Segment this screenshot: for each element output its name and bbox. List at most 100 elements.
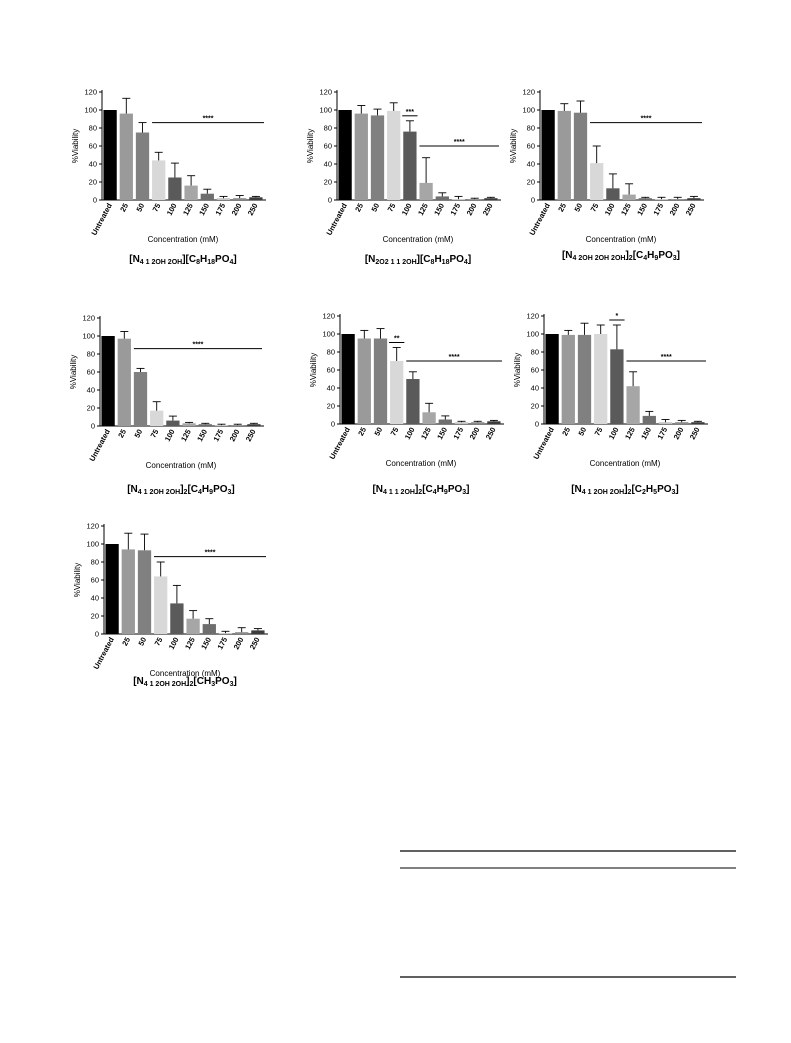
c7-bar-100 <box>170 603 184 634</box>
c1-caption-part-6: 18 <box>207 259 216 266</box>
c1-x-tick-label-75: 75 <box>151 202 163 214</box>
c2-y-tick-label-100: 100 <box>319 106 332 115</box>
c5-significance-label-1: ** <box>394 336 400 343</box>
c6-x-tick-label-250: 250 <box>688 426 702 441</box>
c3-bar-75 <box>590 163 604 200</box>
c5-x-tick-label-untreated: Untreated <box>327 425 352 461</box>
c1-bar-125 <box>184 185 198 200</box>
c7-x-tick-label-200: 200 <box>232 636 246 651</box>
c2-y-tick-label-80: 80 <box>324 124 332 133</box>
c7-caption-part-9: ] <box>233 676 237 687</box>
c6-y-tick-label-0: 0 <box>535 420 539 429</box>
c6-y-tick-label-20: 20 <box>531 402 539 411</box>
c2-bar-150 <box>435 196 449 200</box>
c3-caption-part-10: 3 <box>672 255 677 262</box>
c5-y-tick-label-100: 100 <box>322 330 335 339</box>
c6-x-tick-label-125: 125 <box>623 426 637 441</box>
c2-x-tick-label-75: 75 <box>386 202 398 214</box>
c4-bar-75 <box>150 410 164 426</box>
c4-bar-150 <box>198 424 212 426</box>
c4-x-tick-label-25: 25 <box>116 428 128 440</box>
c6-bar-200 <box>675 422 689 424</box>
c4-caption-part-1: [N <box>127 484 138 495</box>
c7-bar-250 <box>251 630 265 634</box>
c2-caption-part-5: H <box>434 254 442 265</box>
c5-caption-part-8: 9 <box>443 489 448 496</box>
c2-significance-label-1: *** <box>406 109 414 116</box>
c3-bar-50 <box>573 112 588 200</box>
c6-y-tick-label-40: 40 <box>531 384 539 393</box>
c1-caption-part-3: ][C <box>182 254 197 265</box>
c3-bar-untreated <box>541 110 555 200</box>
c3-caption-part-2: 4 2OH 2OH 2OH <box>572 255 626 262</box>
c3-y-tick-label-120: 120 <box>522 88 535 97</box>
c1-caption-part-9: ] <box>233 254 237 265</box>
c4-caption-part-9: PO <box>213 484 228 495</box>
c1-x-tick-label-175: 175 <box>213 202 227 217</box>
c7-bar-75 <box>154 576 168 634</box>
chart-panel-4: 0 20 40 60 80 100 120 %Viability Untreated 25 50 75… <box>68 308 288 508</box>
c4-bar-250 <box>247 424 261 426</box>
c3-bar-250 <box>687 198 701 200</box>
c7-y-tick-label-100: 100 <box>86 540 99 549</box>
bar-chart-1: 0 20 40 60 80 100 120 %Viability Untreated 25 50 75… <box>71 88 266 244</box>
c3-x-tick-label-150: 150 <box>635 202 649 217</box>
c4-x-tick-label-150: 150 <box>195 428 209 443</box>
c6-significance-label-1: * <box>616 313 619 320</box>
c6-x-tick-label-175: 175 <box>655 426 669 441</box>
c2-x-axis-label: Concentration (mM) <box>383 235 454 244</box>
c3-x-tick-label-175: 175 <box>651 202 665 217</box>
c3-caption-part-11: ] <box>676 250 681 261</box>
c3-caption-part-6: 4 <box>643 255 648 262</box>
c4-bar-100 <box>166 420 180 426</box>
c1-bar-250 <box>249 197 263 200</box>
c7-caption-part-6: 3 <box>211 681 216 688</box>
bar-chart-2: 0 20 40 60 80 100 120 %Viability Untreated 25 50 75… <box>306 88 501 244</box>
c7-y-tick-label-0: 0 <box>95 630 99 639</box>
chart-panel-7: 0 20 40 60 80 100 120 %Viability Untreated 25 50 75… <box>72 516 292 716</box>
c3-significance-label-1: **** <box>641 116 652 123</box>
c3-bar-100 <box>606 188 620 200</box>
c7-caption-part-8: 3 <box>229 681 234 688</box>
c4-y-axis-label: %Viability <box>69 355 78 390</box>
c5-x-tick-label-175: 175 <box>451 426 465 441</box>
c7-y-axis-label: %Viability <box>73 563 82 598</box>
c6-caption-part-6: 2 <box>642 489 646 496</box>
c6-caption-part-1: [N <box>571 484 582 495</box>
chart-panel-2: 0 20 40 60 80 100 120 %Viability Untreated 25 50 75… <box>305 82 525 282</box>
c7-bar-175 <box>218 633 233 634</box>
c2-bar-200 <box>468 199 482 200</box>
c1-x-tick-label-25: 25 <box>118 202 130 214</box>
c4-significance-label-1: **** <box>192 342 203 349</box>
c1-y-tick-label-120: 120 <box>84 88 97 97</box>
c6-y-tick-label-80: 80 <box>531 348 539 357</box>
c7-bar-125 <box>186 618 200 634</box>
c7-y-tick-label-40: 40 <box>91 594 99 603</box>
c4-y-tick-label-20: 20 <box>87 404 95 413</box>
c5-x-tick-label-50: 50 <box>372 426 384 438</box>
c1-x-tick-label-200: 200 <box>230 202 244 217</box>
c1-x-tick-label-untreated: Untreated <box>89 201 114 237</box>
c6-significance-label-2: **** <box>661 354 672 361</box>
c3-y-tick-label-40: 40 <box>527 160 535 169</box>
c5-caption-part-4: 2 <box>418 489 423 496</box>
c1-caption-part-5: H <box>200 254 208 265</box>
c4-caption-part-6: 4 <box>198 489 202 496</box>
c5-x-axis-label: Concentration (mM) <box>386 459 457 468</box>
c4-y-tick-label-100: 100 <box>82 332 95 341</box>
c5-y-axis-label: %Viability <box>309 353 318 388</box>
c2-caption-part-8: 4 <box>463 259 468 266</box>
c6-caption-part-8: 5 <box>653 489 658 496</box>
c5-caption-part-2: 4 1 1 2OH <box>383 489 415 496</box>
c5-y-tick-label-20: 20 <box>327 402 335 411</box>
c3-bar-200 <box>671 199 685 200</box>
c5-caption-part-11: ] <box>466 484 470 495</box>
c2-caption-part-4: 8 <box>430 259 435 266</box>
c5-significance-label-2: **** <box>449 354 460 361</box>
c3-x-tick-label-125: 125 <box>619 202 633 217</box>
c2-y-tick-label-40: 40 <box>324 160 332 169</box>
c4-y-tick-label-120: 120 <box>82 314 95 323</box>
c7-y-tick-label-120: 120 <box>86 522 99 531</box>
c1-x-tick-label-50: 50 <box>134 202 146 214</box>
c2-x-tick-label-250: 250 <box>481 202 495 217</box>
